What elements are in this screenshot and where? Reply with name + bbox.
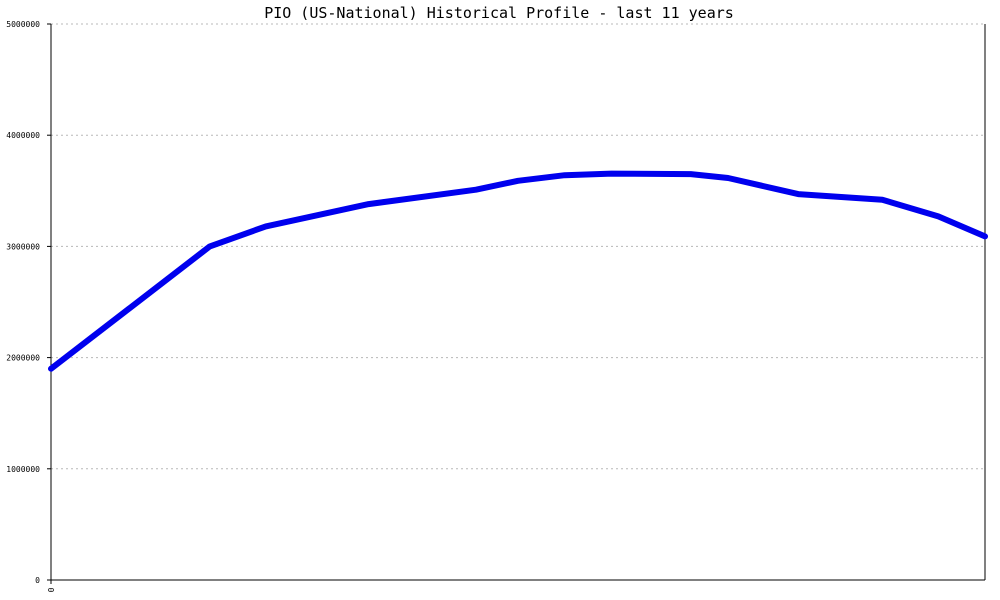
y-tick-label: 1000000: [6, 465, 40, 474]
y-tick-label: 2000000: [6, 354, 40, 363]
y-axis-ticks: 0 1000000 2000000 3000000 4000000 5000000: [6, 20, 51, 585]
x-tick-label: 0: [47, 587, 56, 592]
x-axis-ticks: 0: [47, 580, 56, 592]
y-tick-label: 0: [35, 576, 40, 585]
series-layer: [48, 170, 988, 372]
grid-lines: [51, 23, 985, 470]
series-line: [48, 170, 988, 372]
y-tick-label: 3000000: [6, 242, 40, 251]
y-tick-label: 4000000: [6, 131, 40, 140]
y-tick-label: 5000000: [6, 20, 40, 29]
chart-title: PIO (US-National) Historical Profile - l…: [264, 4, 734, 22]
